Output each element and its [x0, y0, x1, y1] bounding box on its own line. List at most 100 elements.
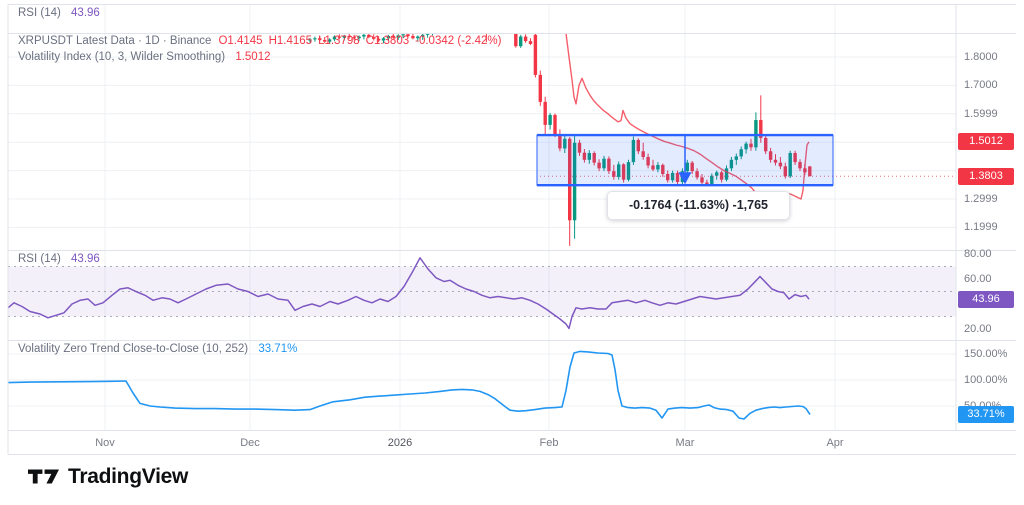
candle-down: [568, 138, 572, 221]
indicator-title: Volatility Zero Trend Close-to-Close (10…: [18, 343, 249, 355]
candle-down: [764, 137, 768, 152]
candle-up: [455, 25, 458, 26]
candle-up: [327, 39, 332, 42]
candle-down: [793, 152, 797, 163]
candle-down: [705, 182, 709, 185]
candle-up: [572, 142, 577, 221]
tradingview-logo[interactable]: TradingView: [28, 463, 188, 490]
candle-up: [475, 23, 478, 24]
candle-down: [558, 134, 562, 149]
candles-layer: [308, 23, 812, 246]
symbol-title: XRPUSDT Latest Data · 1D · Binance: [18, 35, 212, 47]
candle-down: [523, 36, 528, 42]
indicator-title: RSI (14): [18, 7, 61, 19]
pane-legend-volatility[interactable]: Volatility Zero Trend Close-to-Close (10…: [18, 341, 297, 357]
candle-down: [460, 25, 463, 27]
rsi-line: [7, 257, 810, 330]
candle-down: [646, 156, 650, 166]
candle-down: [808, 166, 812, 177]
last-price-badge: 1.3803: [958, 168, 1014, 185]
ohlc-open: O1.4145: [218, 35, 263, 47]
indicator-title: RSI (14): [18, 253, 61, 265]
candle-up: [519, 36, 523, 47]
candle-up: [446, 27, 449, 28]
candle-down: [666, 174, 670, 181]
candle-up: [441, 28, 444, 30]
candle-down: [533, 34, 538, 75]
candle-down: [406, 34, 410, 36]
candle-down: [675, 172, 680, 182]
candle-down: [528, 41, 533, 44]
time-tick: Apr: [826, 437, 844, 449]
rsi-tick: 20.00: [964, 323, 992, 335]
change-value: -0.0342 (-2.42%): [415, 35, 502, 47]
candle-down: [485, 25, 488, 27]
price-tick: 1.7000: [964, 79, 998, 92]
candle-down: [352, 37, 356, 39]
candle-down: [514, 34, 518, 47]
candle-down: [337, 36, 342, 38]
candle-down: [749, 143, 753, 148]
pane-legend-rsi[interactable]: RSI (14) 43.96: [18, 251, 100, 267]
candle-down: [376, 38, 381, 41]
candle-up: [685, 162, 689, 172]
candle-down: [372, 37, 376, 39]
candle-down: [592, 152, 596, 163]
candle-up: [313, 38, 317, 40]
candle-down: [621, 164, 626, 180]
indicator-value: 43.96: [71, 7, 100, 19]
price-tick: 1.8000: [964, 51, 998, 63]
candle-down: [391, 35, 395, 38]
candle-up: [470, 24, 473, 25]
pane-legend-rsi-top[interactable]: RSI (14) 43.96: [18, 5, 100, 21]
candle-up: [656, 164, 660, 170]
candle-down: [778, 162, 783, 167]
candle-down: [318, 38, 322, 40]
candle-down: [651, 165, 655, 170]
candle-down: [773, 159, 778, 163]
measure-tool[interactable]: [536, 133, 834, 187]
candle-up: [436, 30, 439, 32]
candle-down: [495, 26, 498, 28]
candle-up: [308, 39, 312, 41]
volatility-line: [7, 350, 811, 420]
candle-up: [396, 35, 400, 38]
vol-value-badge: 33.71%: [958, 406, 1014, 423]
candle-down: [411, 35, 415, 39]
candle-up: [362, 34, 366, 37]
candle-up: [499, 27, 502, 28]
candle-up: [332, 36, 337, 40]
measure-tooltip: -0.1764 (-11.63%) -1,765: [607, 191, 790, 220]
candle-up: [602, 158, 606, 169]
time-tick: Nov: [95, 437, 115, 449]
candle-up: [587, 152, 591, 160]
candle-down: [553, 114, 557, 135]
indicator-value: 1.5012: [235, 51, 271, 63]
price-tick: 1.1999: [964, 221, 998, 234]
rsi-tick: 60.00: [964, 273, 992, 285]
candle-down: [367, 34, 371, 38]
symbol-legend-row: XRPUSDT Latest Data · 1D · Binance O1.414…: [18, 33, 507, 49]
time-tick: 2026: [387, 437, 413, 449]
time-tick: Mar: [675, 437, 695, 449]
candle-up: [631, 139, 636, 163]
candle-up: [548, 114, 552, 125]
candle-up: [421, 34, 425, 37]
time-axis[interactable]: [8, 431, 1016, 455]
candle-down: [695, 171, 699, 178]
candle-up: [416, 36, 420, 39]
candle-up: [490, 26, 493, 27]
price-axis[interactable]: [956, 4, 1016, 431]
time-tick: Dec: [240, 437, 260, 449]
indicator-value: 43.96: [71, 253, 100, 265]
candle-down: [798, 162, 802, 169]
candle-up: [563, 138, 567, 149]
rsi-band: [8, 266, 956, 317]
candle-up: [724, 168, 729, 180]
pane-legend-main[interactable]: XRPUSDT Latest Data · 1D · Binance O1.414…: [18, 33, 507, 65]
candle-up: [729, 159, 734, 169]
candle-up: [386, 35, 391, 39]
rsi-value-badge: 43.96: [958, 291, 1014, 308]
